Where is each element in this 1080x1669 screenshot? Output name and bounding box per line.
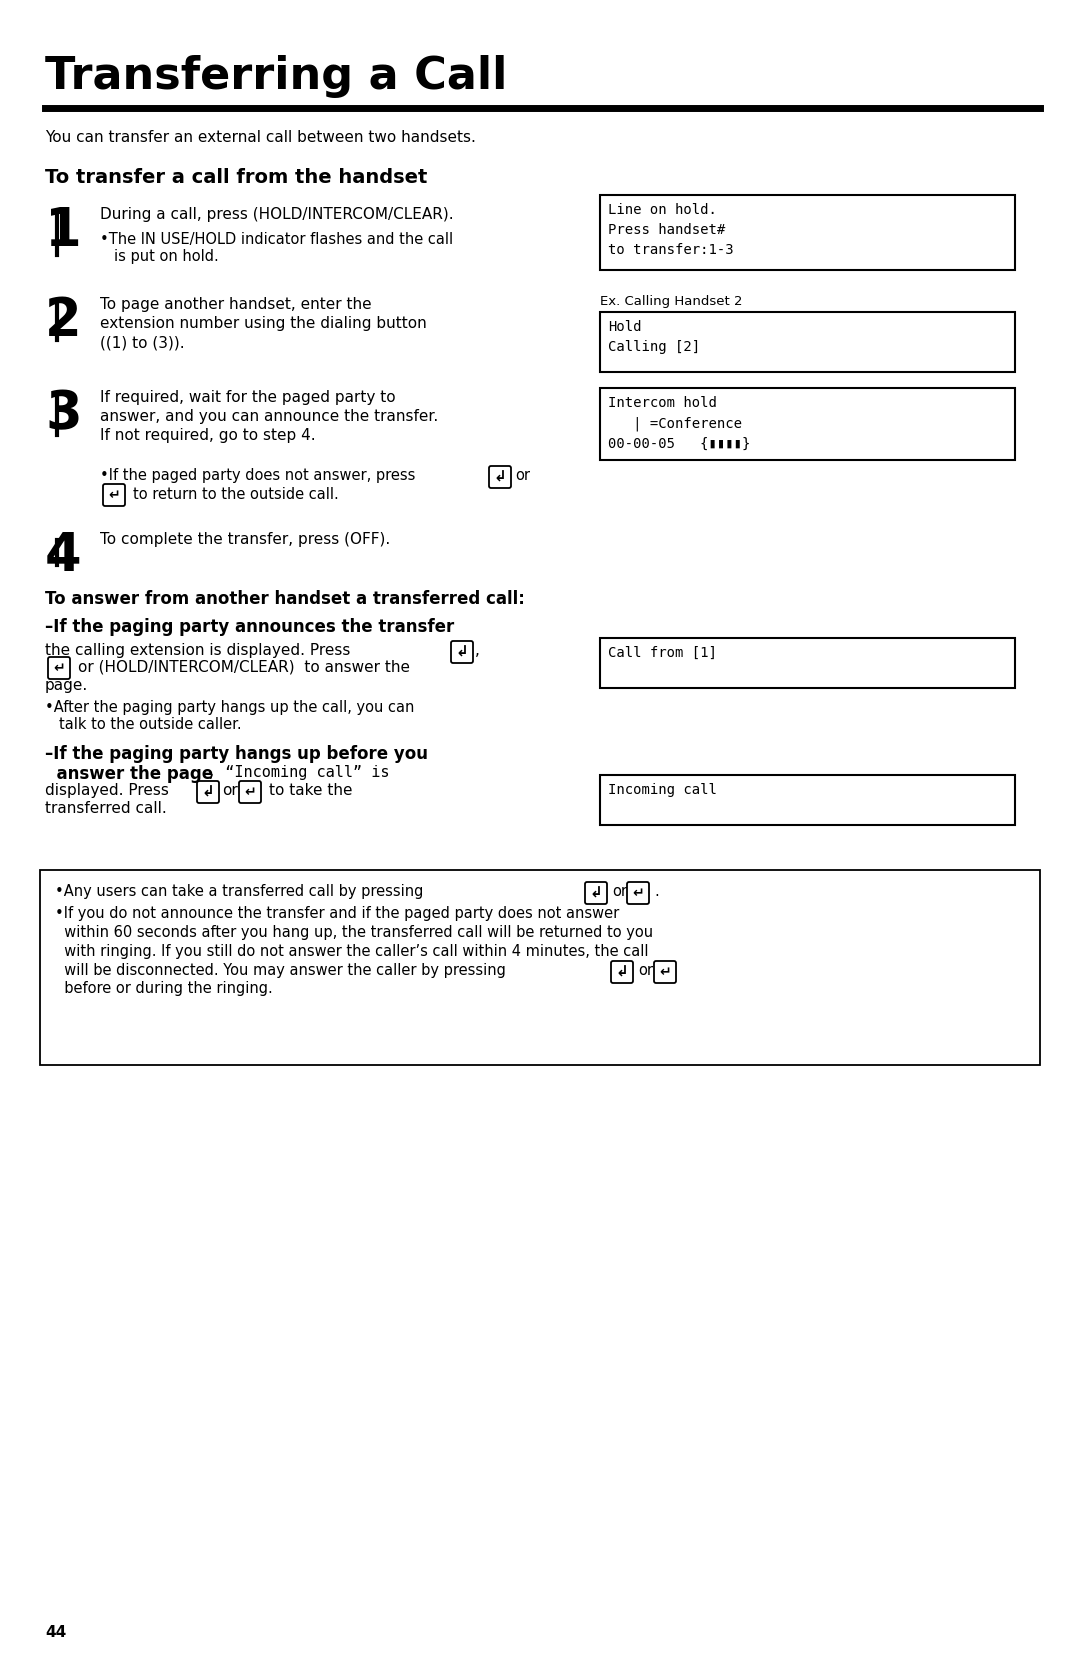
FancyBboxPatch shape: [600, 387, 1015, 461]
FancyBboxPatch shape: [627, 881, 649, 905]
FancyBboxPatch shape: [600, 638, 1015, 688]
Text: •Any users can take a transferred call by pressing: •Any users can take a transferred call b…: [55, 885, 423, 900]
Text: Incoming call: Incoming call: [608, 783, 717, 798]
FancyBboxPatch shape: [654, 961, 676, 983]
Text: To complete the transfer, press (OFF).: To complete the transfer, press (OFF).: [100, 532, 390, 547]
Text: •If you do not announce the transfer and if the paged party does not answer: •If you do not announce the transfer and…: [55, 906, 619, 921]
Text: 4: 4: [45, 531, 82, 582]
FancyBboxPatch shape: [197, 781, 219, 803]
Text: If not required, go to step 4.: If not required, go to step 4.: [100, 427, 315, 442]
Text: •If the paged party does not answer, press: •If the paged party does not answer, pre…: [100, 467, 416, 482]
Text: within 60 seconds after you hang up, the transferred call will be returned to yo: within 60 seconds after you hang up, the…: [55, 925, 653, 940]
Text: answer the page: answer the page: [45, 764, 213, 783]
FancyBboxPatch shape: [40, 870, 1040, 1065]
Text: During a call, press (HOLD/INTERCOM/CLEAR).: During a call, press (HOLD/INTERCOM/CLEA…: [100, 207, 454, 222]
Text: answer, and you can announce the transfer.: answer, and you can announce the transfe…: [100, 409, 438, 424]
Text: Hold
Calling [2]: Hold Calling [2]: [608, 320, 700, 354]
FancyBboxPatch shape: [585, 881, 607, 905]
FancyBboxPatch shape: [48, 658, 70, 679]
Text: Intercom hold
   | =Conference
00-00-05   {▮▮▮▮}: Intercom hold | =Conference 00-00-05 {▮▮…: [608, 396, 751, 451]
Text: is put on hold.: is put on hold.: [114, 249, 219, 264]
Text: 44: 44: [45, 1626, 66, 1641]
Text: to return to the outside call.: to return to the outside call.: [133, 487, 339, 502]
Text: To page another handset, enter the: To page another handset, enter the: [100, 297, 372, 312]
Text: will be disconnected. You may answer the caller by pressing: will be disconnected. You may answer the…: [55, 963, 505, 978]
Text: 3: 3: [45, 387, 82, 441]
Text: ↵: ↵: [108, 487, 120, 502]
Text: ↲: ↲: [202, 784, 214, 799]
Text: 2: 2: [45, 295, 82, 347]
Text: ↵: ↵: [244, 784, 256, 799]
Text: transferred call.: transferred call.: [45, 801, 166, 816]
Text: .: .: [654, 885, 659, 900]
FancyBboxPatch shape: [489, 466, 511, 487]
Text: ↲: ↲: [494, 469, 507, 484]
Text: before or during the ringing.: before or during the ringing.: [55, 981, 273, 996]
Text: or: or: [222, 783, 238, 798]
Text: To answer from another handset a transferred call:: To answer from another handset a transfe…: [45, 591, 525, 608]
Text: If required, wait for the paged party to: If required, wait for the paged party to: [100, 391, 395, 406]
Text: extension number using the dialing button: extension number using the dialing butto…: [100, 315, 427, 330]
FancyBboxPatch shape: [103, 484, 125, 506]
Text: Line on hold.
Press handset#
to transfer:1-3: Line on hold. Press handset# to transfer…: [608, 204, 733, 257]
Text: –If the paging party hangs up before you: –If the paging party hangs up before you: [45, 744, 428, 763]
FancyBboxPatch shape: [600, 312, 1015, 372]
Text: ↲: ↲: [616, 965, 629, 980]
FancyBboxPatch shape: [600, 195, 1015, 270]
Text: ,: ,: [475, 643, 480, 658]
Text: 1: 1: [45, 205, 82, 257]
Text: or: or: [638, 963, 653, 978]
Text: displayed. Press: displayed. Press: [45, 783, 168, 798]
Text: ↵: ↵: [659, 965, 671, 980]
Text: to take the: to take the: [269, 783, 352, 798]
FancyBboxPatch shape: [611, 961, 633, 983]
Text: ((1) to (3)).: ((1) to (3)).: [100, 335, 185, 350]
Text: the calling extension is displayed. Press: the calling extension is displayed. Pres…: [45, 643, 350, 658]
Text: ↲: ↲: [590, 886, 603, 901]
Text: ↵: ↵: [53, 661, 65, 674]
FancyBboxPatch shape: [239, 781, 261, 803]
Text: talk to the outside caller.: talk to the outside caller.: [59, 718, 242, 733]
Text: •The IN USE/HOLD indicator flashes and the call: •The IN USE/HOLD indicator flashes and t…: [100, 232, 454, 247]
FancyBboxPatch shape: [451, 641, 473, 663]
Text: To transfer a call from the handset: To transfer a call from the handset: [45, 169, 428, 187]
Text: or (HOLD/INTERCOM/CLEAR)  to answer the: or (HOLD/INTERCOM/CLEAR) to answer the: [78, 659, 410, 674]
Text: Transferring a Call: Transferring a Call: [45, 55, 508, 98]
Text: page.: page.: [45, 678, 89, 693]
Text: Call from [1]: Call from [1]: [608, 646, 717, 659]
Text: You can transfer an external call between two handsets.: You can transfer an external call betwee…: [45, 130, 476, 145]
Text: –If the paging party announces the transfer: –If the paging party announces the trans…: [45, 618, 455, 636]
Text: ↲: ↲: [456, 644, 469, 659]
Text: or: or: [515, 467, 530, 482]
Text: ↵: ↵: [632, 886, 644, 900]
Text: •After the paging party hangs up the call, you can: •After the paging party hangs up the cal…: [45, 699, 415, 714]
Text: , “Incoming call” is: , “Incoming call” is: [207, 764, 390, 779]
Text: with ringing. If you still do not answer the caller’s call within 4 minutes, the: with ringing. If you still do not answer…: [55, 945, 648, 960]
FancyBboxPatch shape: [600, 774, 1015, 824]
Text: or: or: [612, 885, 627, 900]
Text: Ex. Calling Handset 2: Ex. Calling Handset 2: [600, 295, 743, 309]
